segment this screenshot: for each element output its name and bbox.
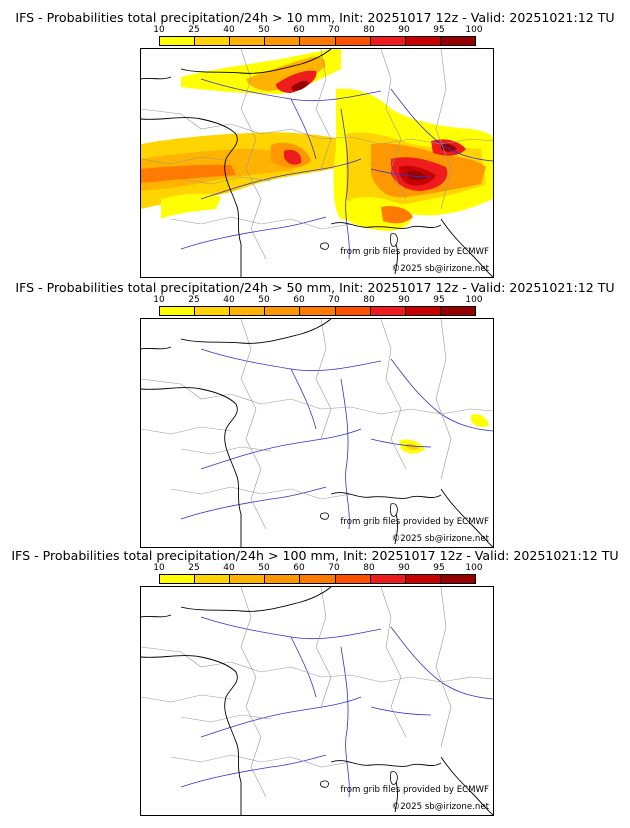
colorbar-tick: 95 — [433, 25, 445, 35]
colorbar-swatch — [230, 575, 266, 583]
source-credit: from grib files provided by ECMWF — [340, 785, 489, 795]
panel-title: IFS - Probabilities total precipitation/… — [15, 280, 615, 295]
colorbar-swatch — [195, 307, 231, 315]
borders — [141, 49, 493, 260]
colorbar-swatch — [265, 37, 301, 45]
colorbar-swatch — [335, 575, 371, 583]
colorbar-swatches — [159, 574, 476, 584]
colorbar-swatch — [300, 575, 336, 583]
colorbar-swatch — [195, 575, 231, 583]
colorbar-tick: 90 — [398, 563, 410, 573]
colorbar-tick: 60 — [293, 563, 305, 573]
colorbar-tick: 50 — [258, 25, 270, 35]
colorbar: 10 25 40 50 60 70 80 90 95 100 — [153, 25, 483, 46]
colorbar-tick: 40 — [223, 563, 235, 573]
colorbar-swatch — [335, 37, 371, 45]
colorbar-tick: 25 — [188, 563, 200, 573]
panel-title: IFS - Probabilities total precipitation/… — [15, 10, 615, 25]
colorbar-tick: 70 — [328, 295, 340, 305]
colorbar-ticks: 10 25 40 50 60 70 80 90 95 100 — [153, 25, 482, 35]
colorbar-swatch — [440, 307, 475, 315]
colorbar-tick: 70 — [328, 25, 340, 35]
copyright-note: ©2025 sb@irizone.net — [391, 802, 489, 812]
colorbar-tick: 40 — [223, 25, 235, 35]
colorbar-swatch — [195, 37, 231, 45]
colorbar-tick: 80 — [363, 563, 375, 573]
colorbar-swatches — [159, 306, 476, 316]
panel-100mm: IFS - Probabilities total precipitation/… — [0, 548, 630, 818]
colorbar-tick: 10 — [153, 563, 165, 573]
colorbar-tick: 100 — [465, 25, 483, 35]
colorbar-swatch — [405, 575, 441, 583]
colorbar-ticks: 10 25 40 50 60 70 80 90 95 100 — [153, 563, 482, 573]
colorbar-swatch — [160, 37, 196, 45]
colorbar-tick: 50 — [258, 295, 270, 305]
colorbar-tick: 60 — [293, 25, 305, 35]
colorbar-tick: 80 — [363, 25, 375, 35]
probability-map: from grib files provided by ECMWF ©2025 … — [140, 318, 494, 548]
panel-10mm: IFS - Probabilities total precipitation/… — [0, 10, 630, 280]
borders — [141, 319, 493, 530]
colorbar-tick: 50 — [258, 563, 270, 573]
colorbar-ticks: 10 25 40 50 60 70 80 90 95 100 — [153, 295, 482, 305]
colorbar-tick: 100 — [465, 563, 483, 573]
colorbar-tick: 25 — [188, 295, 200, 305]
coastline — [141, 49, 493, 277]
rivers — [180, 616, 493, 798]
colorbar-swatch — [335, 307, 371, 315]
colorbar-tick: 80 — [363, 295, 375, 305]
panel-50mm: IFS - Probabilities total precipitation/… — [0, 280, 630, 550]
colorbar-tick: 70 — [328, 563, 340, 573]
colorbar-swatch — [230, 37, 266, 45]
map-graphic — [141, 49, 493, 277]
coastline — [141, 587, 493, 815]
colorbar-swatch — [160, 575, 196, 583]
colorbar-swatch — [265, 307, 301, 315]
colorbar-tick: 100 — [465, 295, 483, 305]
colorbar-swatch — [300, 37, 336, 45]
copyright-note: ©2025 sb@irizone.net — [391, 264, 489, 274]
rivers — [180, 78, 493, 260]
source-credit: from grib files provided by ECMWF — [340, 517, 489, 527]
colorbar-tick: 10 — [153, 25, 165, 35]
map-graphic — [141, 319, 493, 547]
islands — [320, 771, 398, 788]
colorbar-swatch — [300, 307, 336, 315]
colorbar-tick: 25 — [188, 25, 200, 35]
rivers — [180, 348, 493, 530]
colorbar-swatch — [370, 575, 406, 583]
copyright-note: ©2025 sb@irizone.net — [391, 534, 489, 544]
colorbar-tick: 90 — [398, 25, 410, 35]
panel-title: IFS - Probabilities total precipitation/… — [11, 548, 619, 563]
colorbar: 10 25 40 50 60 70 80 90 95 100 — [153, 563, 483, 584]
source-credit: from grib files provided by ECMWF — [340, 247, 489, 257]
islands — [320, 233, 398, 250]
colorbar-swatch — [440, 37, 475, 45]
colorbar-swatch — [370, 37, 406, 45]
colorbar-tick: 95 — [433, 563, 445, 573]
colorbar-tick: 95 — [433, 295, 445, 305]
colorbar-swatch — [370, 307, 406, 315]
colorbar-tick: 40 — [223, 295, 235, 305]
colorbar-swatch — [230, 307, 266, 315]
colorbar-swatch — [405, 37, 441, 45]
colorbar-swatch — [160, 307, 196, 315]
coastline — [141, 319, 493, 547]
probability-map: from grib files provided by ECMWF ©2025 … — [140, 586, 494, 816]
borders — [141, 587, 493, 798]
map-graphic — [141, 587, 493, 815]
colorbar-swatch — [440, 575, 475, 583]
colorbar-tick: 90 — [398, 295, 410, 305]
colorbar-swatch — [265, 575, 301, 583]
colorbar-tick: 60 — [293, 295, 305, 305]
colorbar: 10 25 40 50 60 70 80 90 95 100 — [153, 295, 483, 316]
islands — [320, 503, 398, 520]
colorbar-tick: 10 — [153, 295, 165, 305]
colorbar-swatch — [405, 307, 441, 315]
colorbar-swatches — [159, 36, 476, 46]
probability-map: from grib files provided by ECMWF ©2025 … — [140, 48, 494, 278]
